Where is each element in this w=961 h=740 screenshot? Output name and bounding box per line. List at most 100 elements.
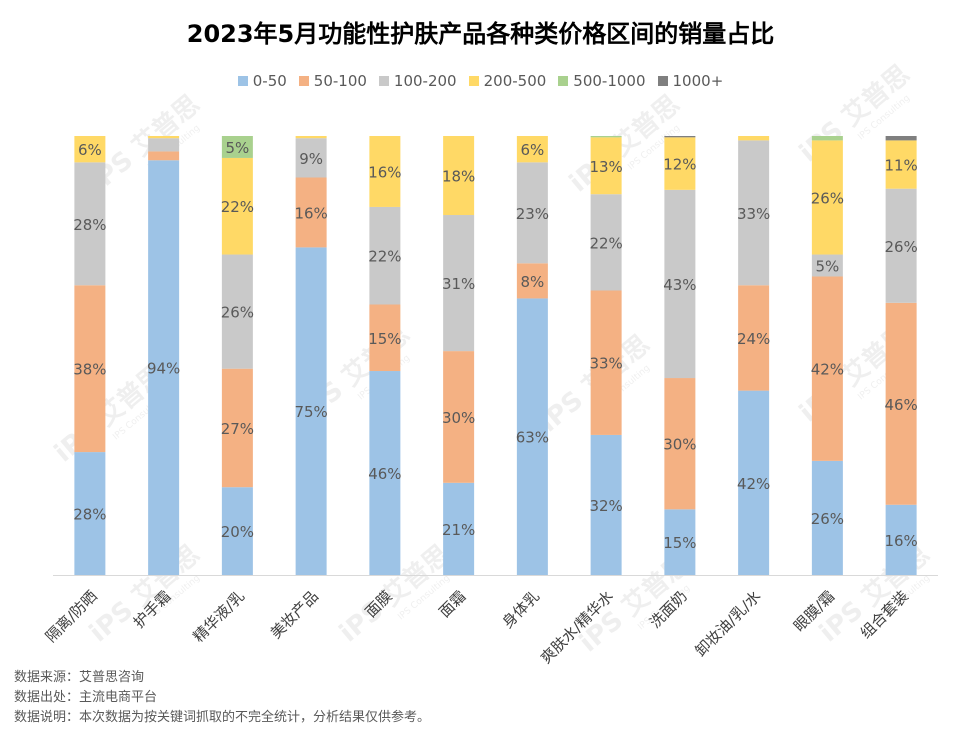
bar-segment — [664, 137, 696, 190]
data-label: 22% — [368, 248, 401, 266]
bar-segment — [590, 434, 622, 575]
bar-segment — [74, 452, 106, 575]
data-label: 26% — [884, 238, 917, 256]
bar-segment — [74, 136, 106, 163]
bar-segment — [811, 254, 843, 277]
bar-segment — [811, 460, 843, 575]
bar-segment — [811, 136, 843, 141]
data-label: 46% — [368, 465, 401, 483]
bar-segment — [885, 504, 917, 575]
bar-segment — [443, 215, 475, 352]
category-label: 精华液/乳 — [189, 587, 248, 646]
legend: 0-50 50-100 100-200 200-500 500-1000 1000+ — [0, 72, 961, 90]
legend-label: 200-500 — [483, 72, 547, 90]
data-label: 6% — [78, 141, 102, 159]
data-label: 20% — [221, 523, 254, 541]
bar-segment — [664, 509, 696, 575]
bar-segment — [221, 136, 253, 158]
bar-segment — [295, 177, 327, 248]
category-label: 身体乳 — [499, 587, 544, 632]
bar-segment — [369, 371, 401, 575]
bar-segment — [443, 482, 475, 575]
data-label: 11% — [884, 157, 917, 175]
data-label: 18% — [442, 168, 475, 186]
bar-segment — [590, 137, 622, 195]
bar-segment — [369, 206, 401, 305]
legend-item: 200-500 — [468, 72, 547, 90]
legend-swatch — [237, 76, 248, 86]
data-label: 26% — [221, 304, 254, 322]
data-label: 75% — [294, 403, 327, 421]
data-label: 15% — [368, 330, 401, 348]
legend-item: 100-200 — [378, 72, 457, 90]
bar-segment — [885, 136, 917, 141]
legend-swatch — [657, 76, 668, 86]
legend-label: 1000+ — [672, 72, 724, 90]
bar-segment — [295, 247, 327, 575]
chart-title: 2023年5月功能性护肤产品各种类价格区间的销量占比 — [186, 20, 775, 48]
legend-swatch — [468, 76, 479, 86]
data-label: 8% — [520, 273, 544, 291]
data-label: 42% — [737, 475, 770, 493]
data-label: 31% — [442, 275, 475, 293]
bar-segment — [738, 285, 770, 391]
bar-segment — [664, 378, 696, 510]
bar-segment — [221, 487, 253, 575]
data-label: 33% — [589, 355, 622, 373]
footnote-source: 数据来源：艾普思咨询 — [14, 670, 145, 685]
data-label: 5% — [225, 139, 249, 157]
data-label: 42% — [811, 361, 844, 379]
data-label: 33% — [737, 205, 770, 223]
bar-segment — [590, 290, 622, 435]
bar-segment — [148, 138, 180, 152]
bar-segment — [516, 162, 548, 264]
data-label: 30% — [442, 409, 475, 427]
legend-swatch — [558, 76, 569, 86]
data-label: 27% — [221, 420, 254, 438]
bar-segment — [443, 136, 475, 216]
bar-segment — [738, 140, 770, 286]
data-label: 38% — [73, 361, 106, 379]
data-label: 30% — [663, 436, 696, 454]
data-label: 16% — [884, 532, 917, 550]
category-label: 面霜 — [436, 587, 470, 621]
bar-segment — [74, 285, 106, 453]
bar-segment — [811, 140, 843, 255]
legend-item: 50-100 — [298, 72, 367, 90]
data-label: 46% — [884, 396, 917, 414]
data-label: 22% — [589, 234, 622, 252]
data-label: 15% — [663, 534, 696, 552]
bar-segment — [74, 162, 106, 286]
legend-label: 0-50 — [252, 72, 287, 90]
bar-segment — [443, 351, 475, 483]
bar-segment — [738, 390, 770, 575]
data-label: 12% — [663, 156, 696, 174]
bar-segment — [516, 298, 548, 575]
footnote-note: 数据说明：本次数据为按关键词抓取的不完全统计，分析结果仅供参考。 — [14, 710, 431, 725]
footnotes: 数据来源：艾普思咨询 数据出处：主流电商平台 数据说明：本次数据为按关键词抓取的… — [14, 668, 430, 728]
bar-segment — [664, 189, 696, 379]
bar-segment — [295, 136, 327, 139]
data-label: 23% — [516, 205, 549, 223]
data-label: 26% — [811, 510, 844, 528]
data-label: 94% — [147, 360, 180, 378]
data-label: 6% — [520, 141, 544, 159]
data-label: 21% — [442, 521, 475, 539]
legend-swatch — [378, 76, 389, 86]
legend-label: 50-100 — [313, 72, 367, 90]
bar-segment — [590, 136, 622, 138]
data-label: 22% — [221, 198, 254, 216]
bar-segment — [148, 160, 180, 575]
bar-segment — [148, 151, 180, 161]
bar-segment — [295, 138, 327, 178]
bar-segment — [738, 136, 770, 141]
bar-segment — [811, 276, 843, 461]
data-label: 16% — [368, 163, 401, 181]
bar-segment — [516, 136, 548, 163]
legend-label: 100-200 — [393, 72, 457, 90]
bar-segment — [516, 263, 548, 299]
bar-segment — [885, 140, 917, 189]
data-label: 24% — [737, 330, 770, 348]
